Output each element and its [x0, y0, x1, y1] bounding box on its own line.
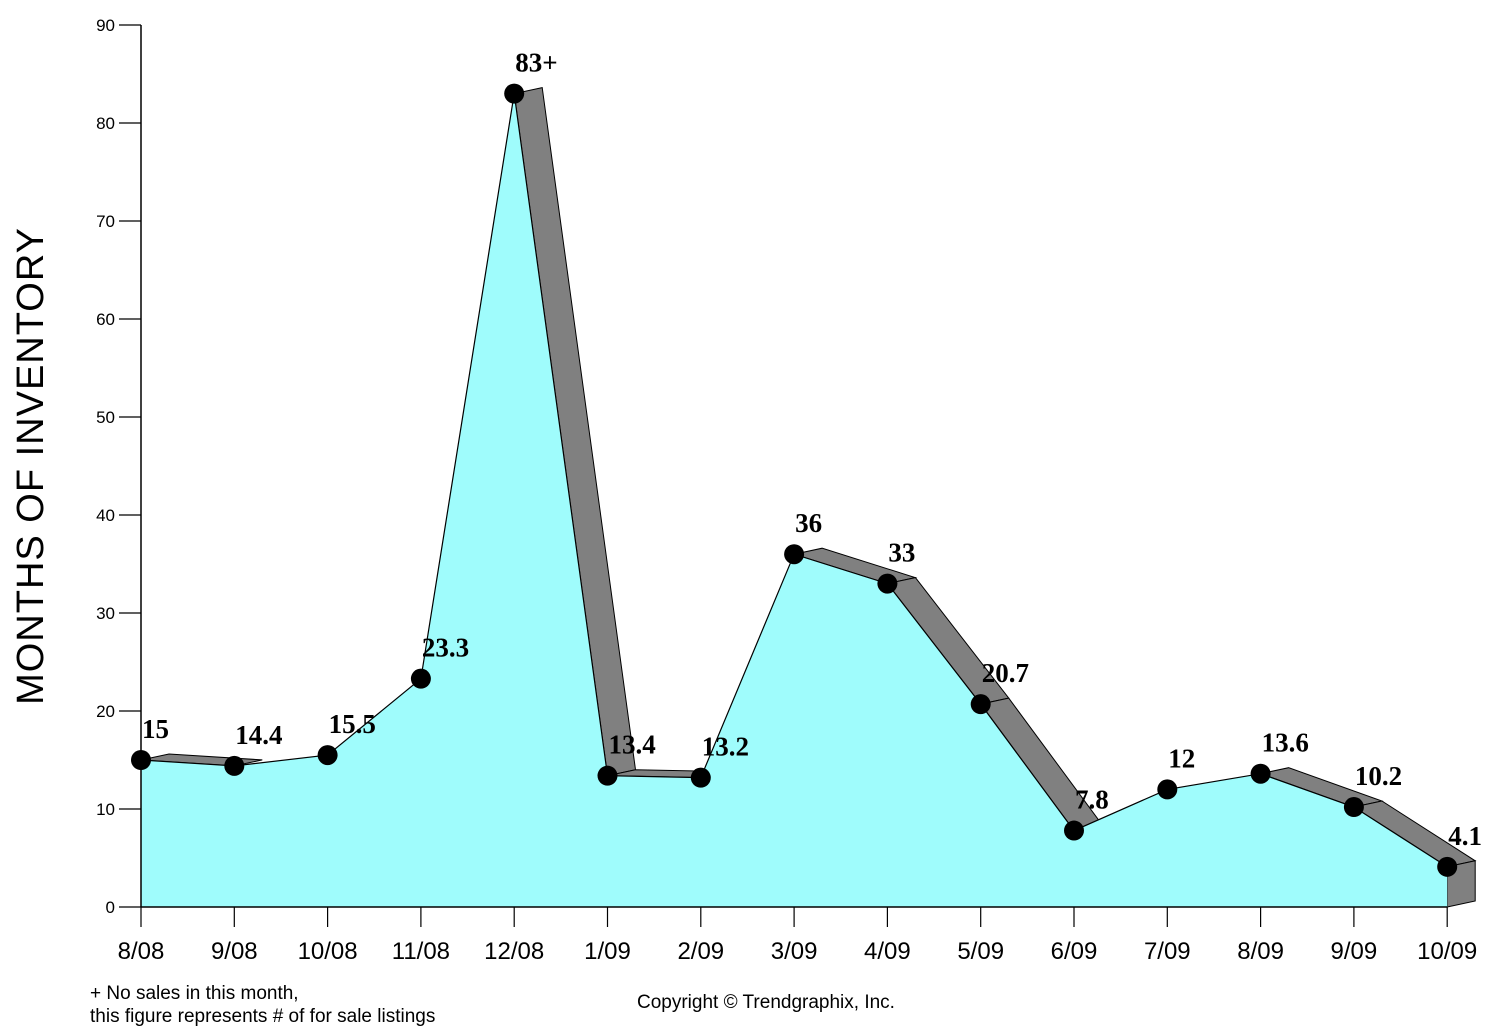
- markers-layer: [131, 83, 1458, 877]
- area-fill: [141, 93, 1448, 908]
- data-label: 12: [1168, 743, 1195, 773]
- x-tick-label: 8/09: [1237, 938, 1284, 965]
- data-point: [877, 573, 898, 594]
- y-tick-label: 80: [96, 114, 115, 133]
- y-tick-label: 10: [96, 800, 115, 819]
- x-tick-label: 9/09: [1331, 938, 1378, 965]
- data-point: [131, 750, 151, 770]
- data-point: [970, 694, 991, 715]
- axes-layer: 0 10 20 30 40 50 60 70 80 90 8/08 9/08 10/08 11/08 12/…: [96, 16, 1477, 965]
- y-tick-label: 0: [106, 898, 115, 917]
- footnote-line-1: + No sales in this month,: [90, 983, 299, 1004]
- area-layer: [140, 93, 1448, 908]
- data-label: 10.2: [1355, 761, 1402, 791]
- y-axis-label: MONTHS OF INVENTORY: [10, 227, 52, 705]
- data-point: [224, 755, 245, 776]
- y-tick-label: 30: [96, 604, 115, 623]
- data-point: [1437, 856, 1458, 877]
- data-point: [504, 83, 525, 104]
- data-point: [1343, 797, 1364, 818]
- data-point: [1157, 779, 1178, 800]
- data-label: 13.6: [1262, 728, 1309, 758]
- copyright-text: Copyright © Trendgraphix, Inc.: [637, 992, 895, 1013]
- data-label: 23.3: [422, 633, 469, 663]
- y-tick-label: 40: [96, 506, 115, 525]
- x-tick-label: 12/08: [484, 938, 544, 965]
- data-point: [597, 765, 618, 786]
- data-label: 14.4: [235, 720, 282, 750]
- data-label: 15.5: [329, 709, 376, 739]
- data-point: [1250, 763, 1271, 784]
- data-point: [784, 544, 805, 565]
- data-label: 13.2: [702, 732, 749, 762]
- data-point: [690, 767, 711, 788]
- y-tick-label: 70: [96, 212, 115, 231]
- y-tick-label: 60: [96, 310, 115, 329]
- x-tick-label: 10/09: [1417, 938, 1477, 965]
- x-tick-label: 3/09: [771, 938, 818, 965]
- data-label: 4.1: [1448, 821, 1482, 851]
- data-point: [317, 745, 338, 766]
- y-tick-label: 90: [96, 16, 115, 35]
- x-tick-label: 2/09: [677, 938, 724, 965]
- data-label: 36: [795, 508, 822, 538]
- x-tick-label: 4/09: [864, 938, 911, 965]
- data-label: 33: [888, 538, 915, 568]
- x-tick-label: 5/09: [957, 938, 1004, 965]
- data-label: 13.4: [609, 730, 656, 760]
- x-tick-label: 7/09: [1144, 938, 1191, 965]
- y-tick-label: 50: [96, 408, 115, 427]
- x-tick-label: 1/09: [584, 938, 631, 965]
- x-tick-label: 11/08: [392, 938, 450, 965]
- shadow-layer: [140, 86, 1477, 908]
- x-tick-label: 10/08: [298, 938, 358, 965]
- data-label: 15: [142, 714, 169, 744]
- data-point: [410, 668, 431, 689]
- x-tick-label: 6/09: [1051, 938, 1098, 965]
- data-point: [1064, 820, 1084, 841]
- data-label: 7.8: [1075, 785, 1109, 815]
- data-label: 83+: [515, 48, 557, 78]
- x-tick-label: 8/08: [118, 938, 165, 965]
- data-label: 20.7: [982, 658, 1029, 688]
- footnote-line-2: this figure represents # of for sale lis…: [90, 1006, 435, 1026]
- x-tick-label: 9/08: [211, 938, 258, 965]
- labels-layer: 15 14.4 15.5 23.3 83+ 13.4 13.2 36 33 20.7 7.8 12 13…: [142, 48, 1482, 851]
- y-tick-label: 20: [96, 702, 115, 721]
